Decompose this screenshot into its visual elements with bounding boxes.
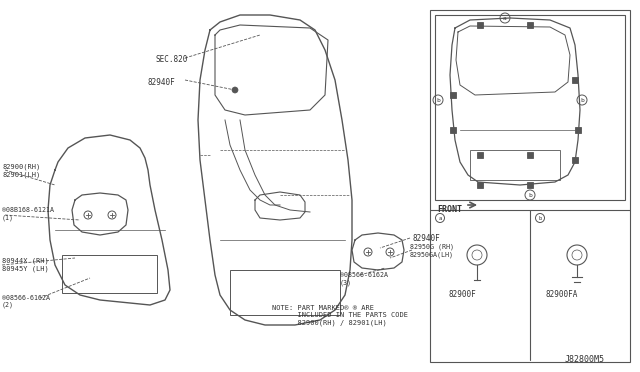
- Text: SEC.820: SEC.820: [155, 55, 188, 64]
- Text: ®08566-6162A
(3): ®08566-6162A (3): [340, 272, 388, 285]
- Bar: [575, 127, 581, 133]
- Circle shape: [232, 87, 238, 93]
- Text: b: b: [528, 192, 532, 198]
- Text: 82900F: 82900F: [448, 290, 476, 299]
- Text: a: a: [503, 16, 507, 20]
- Text: 82940F: 82940F: [413, 234, 441, 243]
- Bar: [477, 152, 483, 158]
- Text: 82950G (RH)
82950GA(LH): 82950G (RH) 82950GA(LH): [410, 244, 454, 258]
- Text: 82900FA: 82900FA: [546, 290, 578, 299]
- Text: 82940F: 82940F: [148, 78, 176, 87]
- Bar: [430, 10, 630, 362]
- Bar: [527, 182, 533, 188]
- Bar: [477, 22, 483, 28]
- Bar: [527, 22, 533, 28]
- Text: b: b: [580, 97, 584, 103]
- Bar: [470, 150, 560, 180]
- Bar: [450, 92, 456, 98]
- Bar: [230, 270, 340, 315]
- Text: a: a: [438, 215, 442, 221]
- Bar: [527, 152, 533, 158]
- Text: 80944X (RH)
80945Y (LH): 80944X (RH) 80945Y (LH): [2, 258, 49, 272]
- Text: J82800M5: J82800M5: [565, 355, 605, 364]
- Bar: [477, 182, 483, 188]
- Bar: [572, 157, 578, 163]
- Text: b: b: [436, 97, 440, 103]
- Text: ®08566-6162A
(2): ®08566-6162A (2): [2, 295, 50, 308]
- Bar: [435, 15, 625, 200]
- Bar: [62, 255, 157, 293]
- Bar: [450, 127, 456, 133]
- Text: ®08B168-6121A
(1): ®08B168-6121A (1): [2, 207, 54, 221]
- Text: 82901(LH): 82901(LH): [2, 171, 40, 177]
- Text: NOTE: PART MARKED® ® ARE
      INCLUDED IN THE PARTS CODE
      82900(RH) / 8290: NOTE: PART MARKED® ® ARE INCLUDED IN THE…: [272, 305, 408, 326]
- Text: b: b: [538, 215, 541, 221]
- Bar: [572, 77, 578, 83]
- Text: FRONT: FRONT: [437, 205, 462, 214]
- Text: 82900(RH): 82900(RH): [2, 163, 40, 170]
